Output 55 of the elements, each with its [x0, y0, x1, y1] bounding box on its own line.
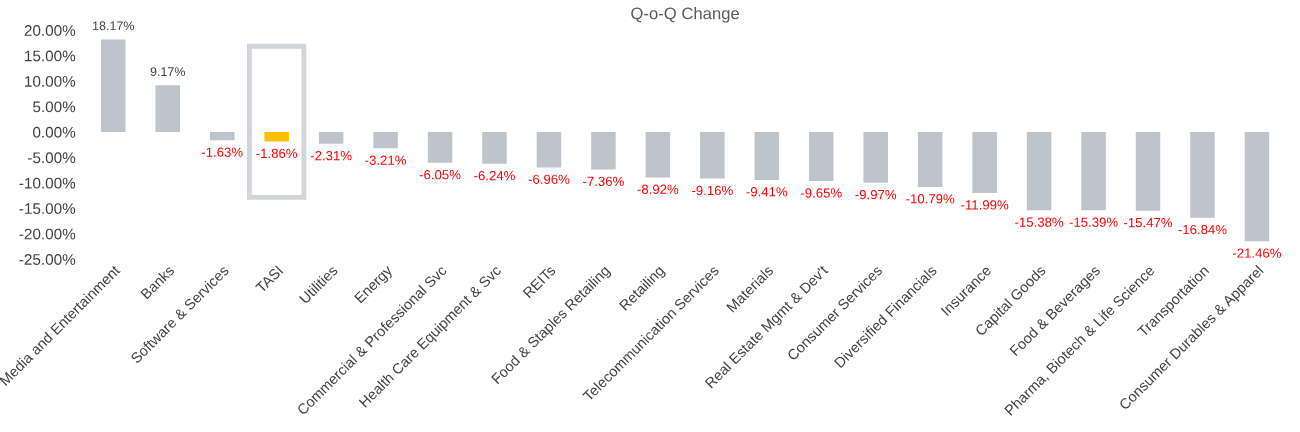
bar	[427, 132, 453, 163]
bar	[1244, 132, 1270, 242]
data-label: -9.97%	[855, 189, 897, 200]
data-label: -9.16%	[692, 185, 733, 196]
data-label: -15.47%	[1124, 217, 1173, 228]
data-label: -10.79%	[906, 194, 955, 204]
data-label: 18.17%	[93, 21, 135, 31]
y-tick-label: -10.00%	[19, 177, 76, 189]
y-tick-label: -5.00%	[28, 152, 76, 164]
bar	[536, 132, 562, 168]
bar	[1081, 132, 1106, 211]
data-label: -2.31%	[310, 150, 352, 161]
data-label: -15.39%	[1069, 217, 1118, 227]
y-tick-label: 10.00%	[25, 75, 76, 87]
bar	[1135, 132, 1161, 211]
bar	[1190, 132, 1215, 218]
data-label: -16.84%	[1178, 224, 1227, 235]
bar	[373, 132, 398, 149]
chart-title: Q-o-Q Change	[631, 7, 740, 23]
data-label: -11.99%	[961, 200, 1009, 210]
data-label: -6.24%	[474, 170, 515, 181]
y-tick-label: -25.00%	[19, 254, 76, 265]
bar	[264, 132, 289, 142]
data-label: -3.21%	[365, 155, 407, 165]
data-label: -9.41%	[746, 187, 788, 197]
data-label: -21.46%	[1232, 248, 1282, 258]
bar	[809, 132, 834, 182]
bar	[1026, 132, 1052, 211]
data-label: -1.63%	[201, 147, 243, 157]
bar	[101, 39, 126, 132]
bar	[754, 132, 780, 180]
bar	[972, 132, 997, 194]
y-tick-label: -15.00%	[19, 203, 76, 215]
bar	[318, 132, 344, 144]
bar	[863, 132, 888, 183]
bar	[700, 132, 725, 179]
data-label: 9.17%	[150, 67, 186, 76]
y-tick-label: 0.00%	[33, 126, 76, 138]
y-tick-label: 20.00%	[24, 25, 76, 36]
bar	[482, 132, 507, 164]
data-label: -6.05%	[419, 170, 461, 180]
bar	[645, 132, 671, 178]
y-tick-label: 5.00%	[33, 101, 76, 113]
data-label: -9.65%	[800, 188, 842, 198]
data-label: -7.36%	[583, 176, 624, 187]
bar	[917, 132, 943, 187]
data-label: -6.96%	[528, 174, 570, 184]
y-tick-label: -20.00%	[19, 228, 76, 240]
data-label: -8.92%	[637, 184, 679, 194]
y-tick-label: 15.00%	[25, 50, 76, 62]
data-label: -15.38%	[1015, 217, 1064, 227]
bar	[591, 132, 616, 170]
bar	[155, 85, 180, 132]
bar	[209, 132, 235, 141]
data-label: -1.86%	[256, 148, 298, 159]
